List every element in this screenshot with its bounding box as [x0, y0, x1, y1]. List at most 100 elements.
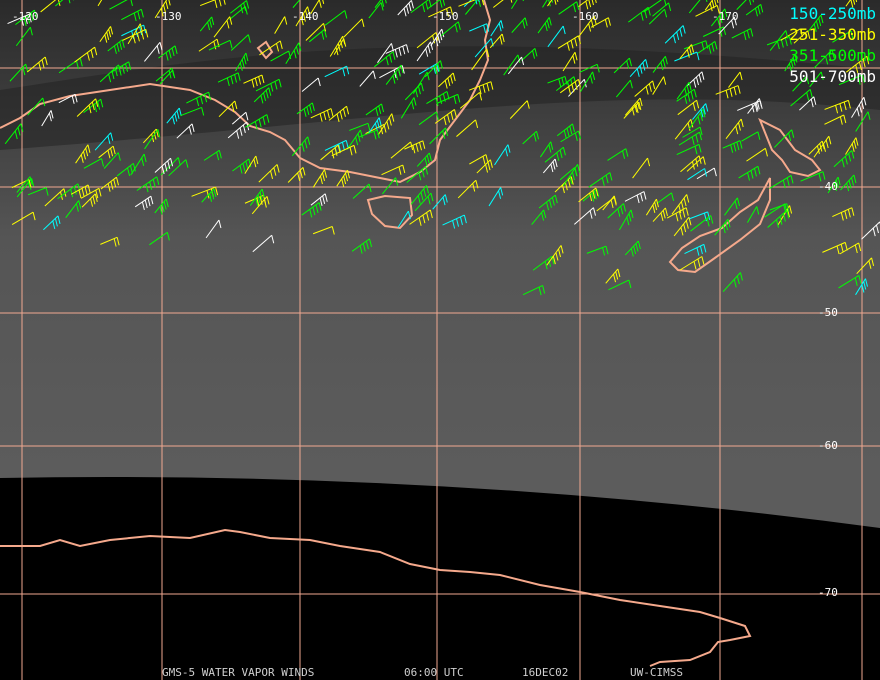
barb-flag	[28, 14, 32, 23]
barb-shaft	[58, 93, 76, 104]
barb-shaft	[258, 164, 278, 183]
barb-shaft	[43, 215, 59, 231]
barb-flag	[430, 193, 434, 202]
barb-shaft	[745, 4, 762, 16]
barb-flag	[481, 0, 485, 6]
wind-barb	[144, 41, 163, 62]
barb-flag	[58, 0, 61, 6]
barb-flag	[541, 212, 545, 221]
barb-flag	[692, 102, 696, 111]
barb-flag	[211, 191, 215, 200]
barb-flag	[432, 35, 436, 44]
barb-flag	[359, 245, 363, 254]
barb-flag	[739, 71, 743, 81]
barb-flag	[721, 11, 725, 21]
wind-barb	[832, 30, 854, 43]
barb-flag	[168, 70, 172, 79]
wind-barb	[312, 226, 335, 235]
wind-barb	[718, 16, 737, 35]
barb-flag	[446, 91, 450, 100]
wind-barb	[736, 0, 755, 10]
barb-flag	[341, 178, 345, 187]
barb-flag	[63, 188, 67, 197]
wind-barb	[166, 107, 182, 125]
barb-flag	[578, 130, 582, 140]
barb-flag	[426, 72, 430, 81]
wind-barb	[199, 16, 215, 32]
barb-flag	[562, 25, 566, 35]
wind-barb	[824, 99, 851, 114]
barb-flag	[664, 207, 668, 217]
barb-flag	[574, 132, 578, 142]
barb-flag	[209, 19, 213, 28]
barb-flag	[113, 238, 117, 247]
barb-flag	[341, 142, 345, 151]
wind-barb	[725, 118, 744, 139]
wind-barb	[845, 55, 870, 73]
barb-flag	[686, 194, 690, 203]
barb-flag	[693, 261, 697, 270]
barb-shaft	[352, 183, 370, 199]
barb-flag	[625, 148, 629, 157]
wind-barb	[217, 72, 241, 86]
barb-flag	[381, 103, 385, 113]
wind-barb	[542, 0, 554, 8]
wind-barb	[494, 144, 511, 166]
wind-barb	[586, 245, 609, 256]
wind-barb	[7, 13, 32, 26]
barb-flag	[628, 279, 632, 289]
barb-flag	[376, 120, 380, 129]
barb-shaft	[468, 81, 492, 91]
wind-barb	[43, 215, 61, 231]
barb-flag	[367, 123, 371, 132]
wind-barb	[724, 197, 740, 216]
barb-flag	[439, 60, 443, 69]
barb-flag	[88, 105, 92, 114]
barb-flag	[242, 124, 246, 134]
barb-shaft	[855, 278, 866, 296]
barb-flag	[697, 258, 701, 268]
barb-flag	[45, 187, 49, 196]
wind-barb	[4, 123, 24, 145]
barb-flag	[243, 56, 247, 65]
barb-flag	[245, 52, 249, 62]
barb-shaft	[11, 211, 34, 225]
wind-barb	[618, 209, 634, 231]
wind-barb	[745, 4, 764, 17]
barb-shaft	[671, 194, 688, 215]
wind-barb	[673, 216, 692, 237]
barb-flag	[686, 49, 690, 58]
barb-flag	[734, 200, 738, 210]
barb-shaft	[365, 124, 385, 135]
wind-barb	[503, 54, 521, 76]
barb-shaft	[678, 131, 700, 146]
wind-barb	[253, 87, 272, 104]
barb-flag	[213, 41, 217, 50]
barb-shaft	[274, 16, 286, 34]
footer: GMS-5 WATER VAPOR WINDS 06:00 UTC 16DEC02 U…	[162, 666, 683, 679]
barb-flag	[407, 211, 411, 220]
barb-flag	[442, 0, 446, 6]
wind-barb	[258, 164, 280, 183]
barb-flag	[421, 169, 425, 178]
barb-flag	[737, 122, 741, 131]
barb-shaft	[800, 171, 824, 182]
barb-flag	[270, 170, 274, 179]
wind-barb	[728, 71, 743, 88]
barb-shaft	[578, 15, 595, 37]
barb-flag	[114, 67, 118, 77]
barb-flag	[206, 190, 210, 199]
barb-shaft	[652, 76, 665, 95]
barb-shaft	[144, 41, 161, 62]
barb-flag	[368, 183, 372, 193]
barb-flag	[116, 43, 120, 52]
barb-shaft	[838, 275, 860, 289]
wind-barb	[623, 101, 642, 119]
barb-flag	[29, 27, 33, 36]
barb-flag	[848, 180, 852, 189]
barb-flag	[841, 159, 845, 168]
barb-flag	[337, 43, 341, 52]
barb-flag	[828, 136, 832, 145]
barb-flag	[485, 164, 489, 173]
barb-shaft	[320, 144, 339, 161]
